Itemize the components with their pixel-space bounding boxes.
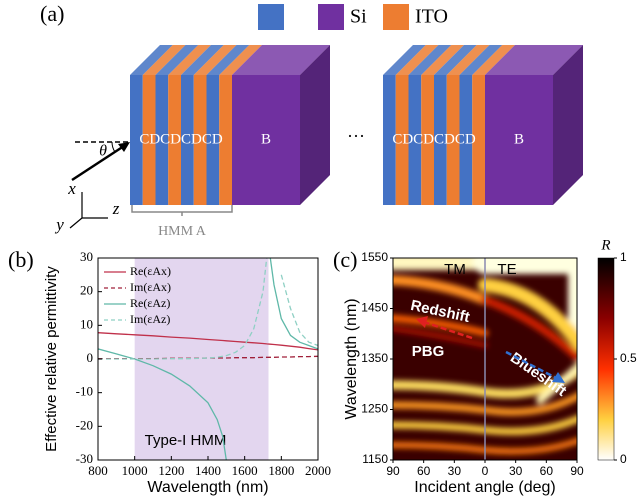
y-tick-label: 0 — [87, 350, 94, 365]
annotation: PBG — [412, 343, 445, 360]
x-tick-label: 90 — [386, 464, 400, 478]
panel-label: (b) — [8, 247, 34, 272]
figure: (a) Si ITO CDCDCDCD B CDCDCDCD B ··· θ xy z HMM A Ty… — [0, 0, 641, 500]
y-tick-label: 1250 — [361, 402, 388, 416]
colorbar-tick-label: 0.5 — [620, 351, 637, 365]
x-tick-label: 90 — [570, 464, 584, 478]
x-tick-label: 0 — [482, 464, 489, 478]
x-tick-label: 800 — [88, 463, 108, 478]
x-tick-label: 1400 — [195, 463, 221, 478]
bracket — [132, 205, 232, 216]
legend-swatch — [318, 4, 344, 30]
annotation: TM — [444, 261, 466, 278]
arrow-head — [118, 142, 130, 152]
x-axis-label: Wavelength (nm) — [147, 479, 268, 496]
y-tick-label: 1450 — [361, 301, 388, 315]
y-tick-label: 1350 — [361, 351, 388, 365]
legend-label: Re(εAx) — [130, 264, 171, 278]
x-tick-label: 1200 — [158, 463, 184, 478]
colorbar — [598, 258, 614, 460]
y-tick-label: -20 — [76, 417, 93, 432]
axis-label: y — [54, 215, 64, 234]
bulk-label: B — [514, 131, 524, 147]
stack-label: CDCDCDCD — [139, 131, 223, 147]
bulk-label: B — [261, 131, 271, 147]
y-axis-label: Wavelength (nm) — [343, 298, 360, 419]
incident-arrow — [72, 146, 124, 180]
legend-label: Im(εAx) — [130, 280, 171, 294]
region-label: Type-I HMM — [145, 432, 227, 449]
legend-swatch — [383, 4, 409, 30]
x-axis-label: Incident angle (deg) — [414, 479, 555, 496]
y-tick-label: 20 — [80, 283, 93, 298]
panel-label: (a) — [40, 1, 64, 26]
y-tick-label: 1550 — [361, 250, 388, 264]
y-tick-label: 10 — [80, 316, 93, 331]
colorbar-tick-label: 0 — [620, 452, 627, 466]
x-tick-label: 30 — [509, 464, 523, 478]
y-tick-label: 30 — [80, 249, 93, 264]
legend-label: ITO — [415, 6, 448, 28]
legend-label: Re(εAz) — [130, 296, 170, 310]
axis-label: x — [67, 179, 76, 198]
ellipsis: ··· — [347, 126, 365, 146]
x-tick-label: 1000 — [122, 463, 148, 478]
legend-label: Im(εAz) — [130, 312, 170, 326]
y-tick-label: 1150 — [362, 452, 388, 466]
x-tick-label: 1800 — [268, 463, 294, 478]
bracket-label: HMM A — [158, 224, 207, 239]
x-tick-label: 60 — [540, 464, 554, 478]
y-tick-label: -10 — [76, 384, 93, 399]
legend-swatch — [258, 4, 284, 30]
stack-label: CDCDCDCD — [392, 131, 476, 147]
x-tick-label: 30 — [448, 464, 462, 478]
colorbar-tick-label: 1 — [620, 250, 627, 264]
axis-label: z — [112, 199, 120, 218]
x-tick-label: 2000 — [305, 463, 331, 478]
axis-y — [70, 218, 82, 228]
panel-label: (c) — [333, 247, 357, 272]
colorbar-label: R — [600, 237, 610, 253]
angle-label: θ — [99, 143, 107, 160]
x-tick-label: 1600 — [232, 463, 258, 478]
x-tick-label: 60 — [417, 464, 431, 478]
legend-label: Si — [350, 6, 367, 28]
angle-arc — [112, 142, 115, 152]
annotation: TE — [497, 261, 516, 278]
y-axis-label: Effective relative permittivity — [43, 266, 60, 452]
